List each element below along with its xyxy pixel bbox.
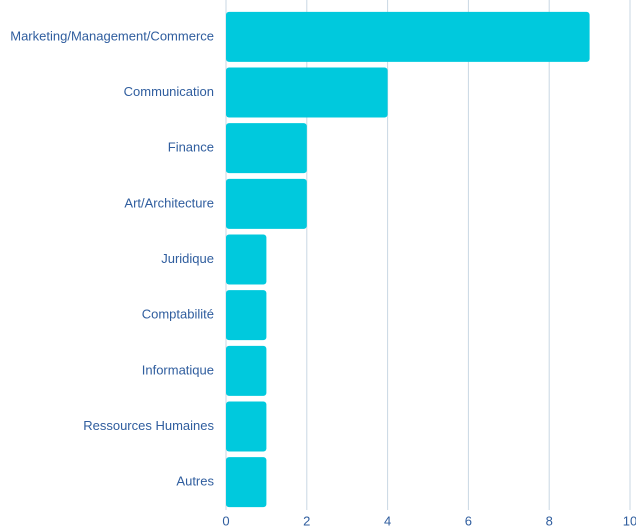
bar <box>226 345 267 396</box>
x-tick-label: 2 <box>303 513 310 528</box>
bar <box>226 290 267 341</box>
bar <box>226 457 267 508</box>
y-tick-label: Informatique <box>142 362 214 377</box>
y-tick-label: Communication <box>124 84 214 99</box>
y-tick-label: Finance <box>168 140 214 155</box>
y-tick-label: Ressources Humaines <box>83 418 214 433</box>
x-tick-label: 4 <box>384 513 391 528</box>
bar <box>226 67 388 118</box>
x-tick-label: 6 <box>465 513 472 528</box>
bar <box>226 234 267 285</box>
y-tick-label: Juridique <box>161 251 214 266</box>
x-tick-label: 10 <box>623 513 636 528</box>
bar <box>226 123 307 174</box>
y-tick-label: Autres <box>176 474 214 489</box>
bar <box>226 11 590 62</box>
y-tick-label: Art/Architecture <box>124 195 214 210</box>
x-tick-label: 8 <box>546 513 553 528</box>
y-tick-label: Comptabilité <box>142 307 214 322</box>
bar <box>226 401 267 452</box>
x-tick-label: 0 <box>222 513 229 528</box>
y-tick-label: Marketing/Management/Commerce <box>10 28 214 43</box>
bar <box>226 178 307 229</box>
